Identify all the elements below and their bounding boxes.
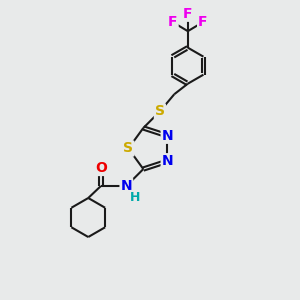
Text: F: F	[183, 7, 193, 21]
Text: N: N	[162, 129, 173, 143]
Text: S: S	[155, 104, 165, 118]
Text: O: O	[95, 161, 107, 175]
Text: N: N	[162, 154, 173, 168]
Text: F: F	[168, 15, 178, 29]
Text: N: N	[121, 179, 132, 193]
Text: H: H	[130, 191, 140, 204]
Text: F: F	[198, 15, 208, 29]
Text: S: S	[123, 142, 134, 155]
